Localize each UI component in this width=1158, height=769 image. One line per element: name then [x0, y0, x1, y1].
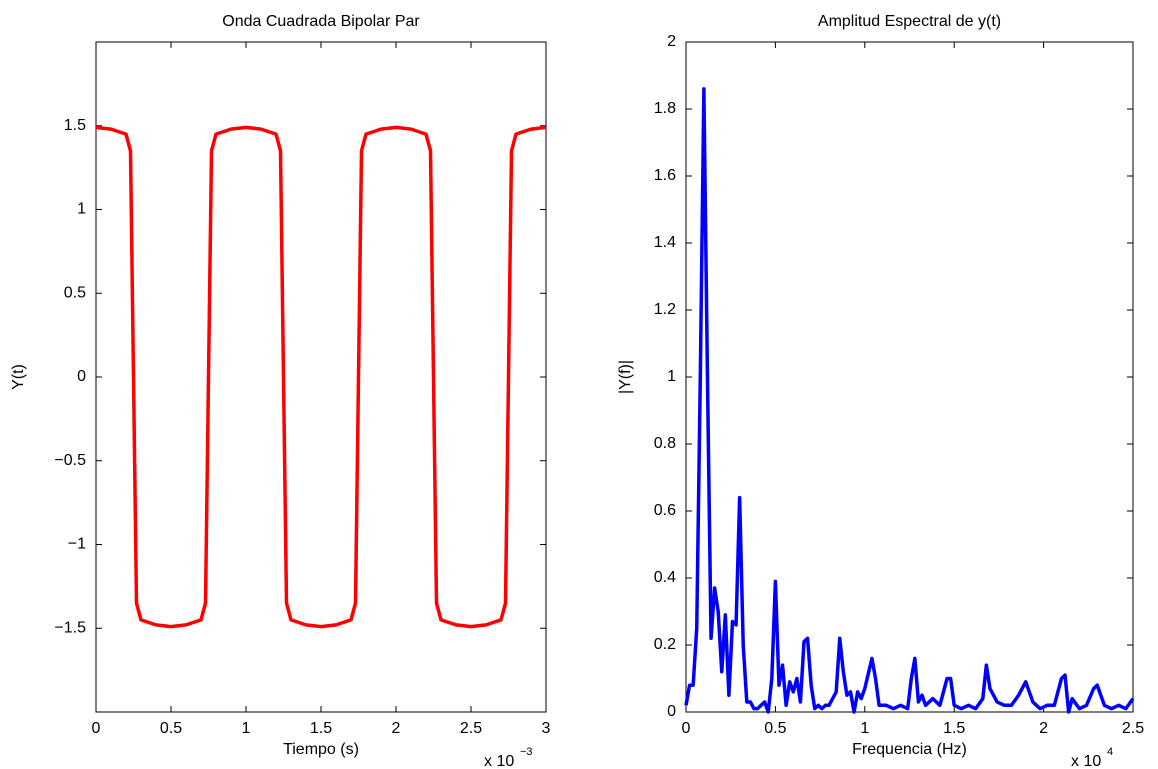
y-tick-label: 0.8	[654, 435, 676, 452]
x-tick-label: 2	[1039, 720, 1048, 737]
y-tick-label: 1.2	[654, 301, 676, 318]
chart-title: Amplitud Espectral de y(t)	[818, 13, 1001, 30]
y-tick-label: −0.5	[54, 452, 86, 469]
x-exponent: −3	[520, 746, 533, 758]
x-tick-label: 0.5	[764, 720, 786, 737]
x-tick-label: 1	[242, 720, 251, 737]
y-tick-label: 1.4	[654, 234, 676, 251]
chart-title: Onda Cuadrada Bipolar Par	[222, 13, 420, 30]
data-line	[684, 87, 1135, 714]
x-exponent: 4	[1107, 746, 1113, 758]
x-tick-label: 1.5	[943, 720, 965, 737]
x-tick-label: 1	[860, 720, 869, 737]
plot-area	[685, 41, 1134, 713]
y-tick-label: 0.4	[654, 569, 676, 586]
x-tick-label: 0	[682, 720, 691, 737]
x-axis-label: Tiempo (s)	[283, 741, 359, 758]
y-tick-label: −1.5	[54, 619, 86, 636]
y-axis-label: |Y(f)|	[617, 360, 634, 394]
y-tick-label: 1.6	[654, 167, 676, 184]
y-tick-label: −1	[68, 536, 86, 553]
y-tick-label: 0.2	[654, 636, 676, 653]
y-tick-label: 0	[77, 368, 86, 385]
x-axis-label: Frequencia (Hz)	[852, 741, 967, 758]
x-tick-label: 2.5	[1122, 720, 1144, 737]
y-tick-label: 2	[667, 33, 676, 50]
x-tick-label: 3	[542, 720, 551, 737]
y-tick-label: 1.5	[64, 117, 86, 134]
y-tick-label: 0	[667, 703, 676, 720]
x-tick-label: 0	[92, 720, 101, 737]
y-tick-label: 0.5	[64, 284, 86, 301]
y-tick-label: 1	[77, 201, 86, 218]
plot-area	[95, 41, 547, 713]
y-tick-label: 0.6	[654, 502, 676, 519]
y-axis-label: Y(t)	[10, 364, 27, 390]
x-tick-label: 0.5	[160, 720, 182, 737]
x-tick-label: 2.5	[460, 720, 482, 737]
y-tick-label: 1	[667, 368, 676, 385]
x-multiplier: x 10	[484, 753, 514, 769]
x-tick-label: 1.5	[310, 720, 332, 737]
x-multiplier: x 10	[1071, 753, 1101, 769]
y-tick-label: 1.8	[654, 100, 676, 117]
data-line	[95, 125, 547, 629]
x-tick-label: 2	[392, 720, 401, 737]
